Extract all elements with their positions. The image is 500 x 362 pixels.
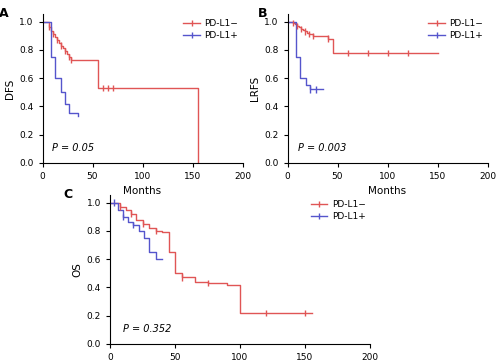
X-axis label: Months: Months: [124, 186, 162, 197]
Text: B: B: [258, 7, 267, 20]
Y-axis label: LRFS: LRFS: [250, 76, 260, 101]
Text: P = 0.352: P = 0.352: [123, 324, 172, 333]
Y-axis label: OS: OS: [72, 262, 83, 277]
X-axis label: Months: Months: [368, 186, 406, 197]
Y-axis label: DFS: DFS: [5, 79, 15, 99]
Text: C: C: [63, 188, 72, 201]
Legend: PD-L1−, PD-L1+: PD-L1−, PD-L1+: [180, 15, 242, 43]
Text: A: A: [0, 7, 8, 20]
Text: P = 0.05: P = 0.05: [52, 143, 94, 152]
Text: P = 0.003: P = 0.003: [298, 143, 346, 152]
Legend: PD-L1−, PD-L1+: PD-L1−, PD-L1+: [425, 15, 486, 43]
Legend: PD-L1−, PD-L1+: PD-L1−, PD-L1+: [308, 196, 369, 224]
